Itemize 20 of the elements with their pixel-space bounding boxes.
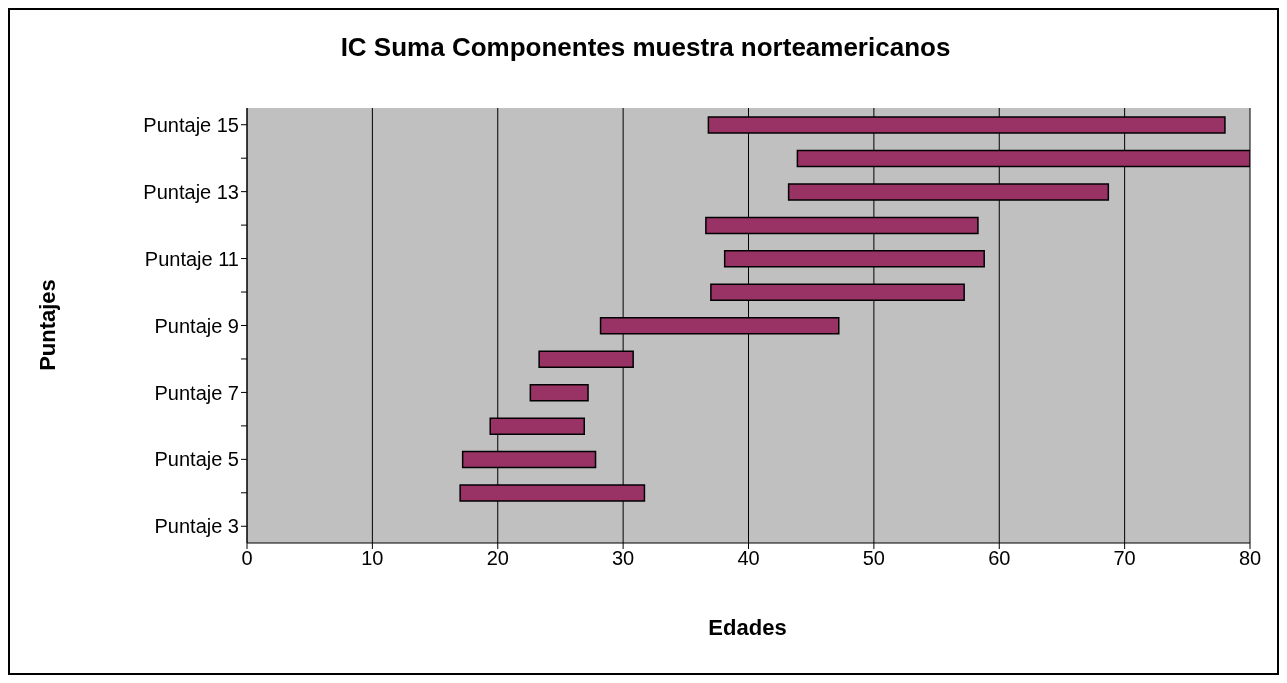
y-tick-label: Puntaje 11 xyxy=(144,247,239,270)
y-tick-label: Puntaje 3 xyxy=(154,515,239,538)
x-tick-label: 70 xyxy=(1113,547,1136,570)
x-tick-label: 20 xyxy=(486,547,509,570)
x-tick-label: 50 xyxy=(862,547,885,570)
x-tick-label: 40 xyxy=(737,547,760,570)
y-tick-label: Puntaje 13 xyxy=(143,180,239,203)
x-tick-label: 0 xyxy=(241,547,253,570)
x-tick-label: 10 xyxy=(361,547,384,570)
y-tick-label: Puntaje 7 xyxy=(154,381,239,404)
y-tick-label: Puntaje 5 xyxy=(154,448,239,471)
x-tick-label: 80 xyxy=(1238,547,1262,570)
y-tick-label: Puntaje 15 xyxy=(143,113,239,136)
y-axis-title: Puntajes xyxy=(35,279,61,371)
x-tick-label: 30 xyxy=(612,547,635,570)
chart-title: IC Suma Componentes muestra norteamericanos xyxy=(339,32,952,63)
y-tick-label: Puntaje 9 xyxy=(154,314,239,337)
x-axis-title: Edades xyxy=(707,615,788,641)
bar xyxy=(529,383,589,402)
x-tick-label: 60 xyxy=(988,547,1011,570)
